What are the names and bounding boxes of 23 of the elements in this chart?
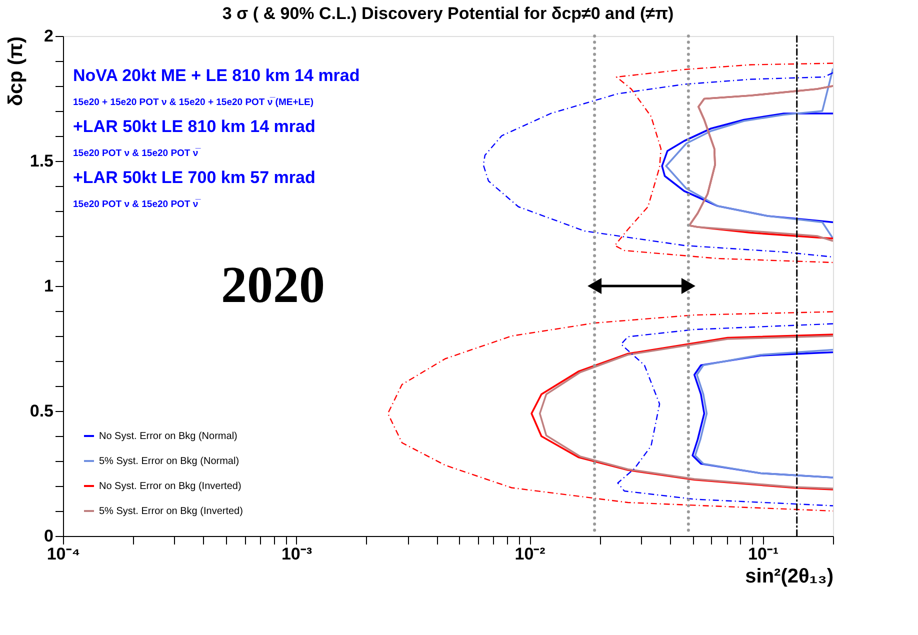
annotation: 2020 (221, 257, 325, 314)
legend-label: 5% Syst. Error on Bkg (Normal) (99, 456, 240, 467)
chart-title: 3 σ ( & 90% C.L.) Discovery Potential for δcp≠0 and (≠π) (222, 4, 674, 23)
y-axis-title: δcp (π) (4, 36, 27, 106)
x-tick-label: 10⁻¹ (748, 544, 779, 564)
y-tick-label: 2 (44, 26, 54, 46)
annotation: +LAR 50kt LE 810 km 14 mrad (73, 117, 316, 136)
x-tick-label: 10⁻² (514, 544, 546, 564)
y-tick-label: 0.5 (30, 402, 54, 420)
annotation: +LAR 50kt LE 700 km 57 mrad (73, 168, 316, 187)
x-axis-title: sin²(2θ₁₃) (745, 566, 834, 588)
x-tick-label: 10⁻³ (281, 544, 312, 564)
legend-label: No Syst. Error on Bkg (Normal) (99, 431, 238, 442)
annotation: 15e20 POT ν & 15e20 POT ν̅ (73, 199, 202, 210)
annotation: NoVA 20kt ME + LE 810 km 14 mrad (73, 66, 360, 85)
y-tick-label: 0 (44, 526, 54, 546)
x-tick-label: 10⁻⁴ (46, 544, 80, 564)
annotation: 15e20 + 15e20 POT ν & 15e20 + 15e20 POT ν̅ (ME+LE) (73, 97, 314, 108)
legend-label: 5% Syst. Error on Bkg (Inverted) (99, 506, 243, 517)
legend-label: No Syst. Error on Bkg (Inverted) (99, 481, 242, 492)
annotation: 15e20 POT ν & 15e20 POT ν̅ (73, 148, 202, 159)
y-tick-label: 1 (44, 276, 54, 296)
y-tick-label: 1.5 (30, 152, 54, 170)
